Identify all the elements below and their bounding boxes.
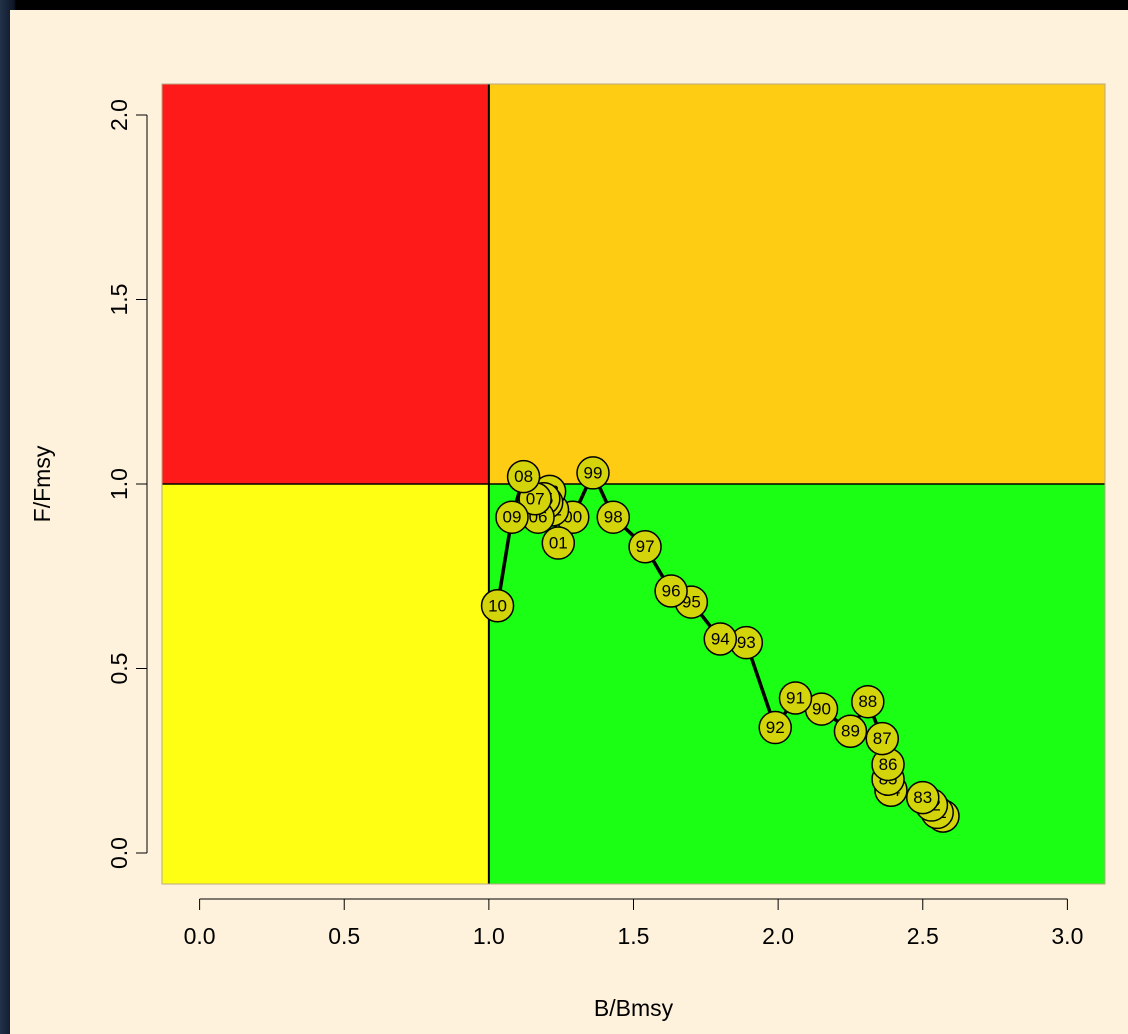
y-tick-label: 0.0 [106, 837, 132, 869]
point-marker-89 [833, 714, 868, 748]
point-marker-09 [495, 500, 529, 534]
point-label-99: 99 [584, 463, 603, 482]
point-marker-08 [506, 459, 541, 494]
x-tick-label: 3.0 [1051, 923, 1083, 949]
point-label-01: 01 [549, 534, 568, 553]
point-label-10: 10 [488, 596, 507, 615]
y-tick-label: 0.5 [106, 653, 132, 685]
x-axis-title: B/Bmsy [594, 995, 674, 1021]
point-label-86: 86 [879, 755, 898, 774]
point-label-92: 92 [766, 718, 785, 737]
x-tick-label: 2.0 [762, 923, 794, 949]
point-label-87: 87 [873, 729, 892, 748]
point-label-08: 08 [514, 467, 533, 486]
point-label-91: 91 [786, 689, 805, 708]
y-tick-label: 1.0 [106, 468, 132, 500]
kobe-chart: 0.0 0.5 1.0 1.5 2.0 2.5 3.0 0.0 0.5 1.0 1.5 2.0 B/Bm… [29, 83, 1106, 1021]
plot-frame [161, 83, 1106, 885]
plot-canvas: 0.0 0.5 1.0 1.5 2.0 2.5 3.0 0.0 0.5 1.0 1.5 2.0 B/Bm… [10, 10, 1128, 1034]
quadrant-high-biomass-high-f [488, 84, 1105, 484]
point-marker-99 [576, 456, 610, 490]
point-label-89: 89 [841, 722, 860, 741]
y-axis-title: F/Fmsy [29, 445, 55, 522]
point-label-98: 98 [604, 508, 623, 527]
x-tick-label: 2.5 [907, 923, 939, 949]
point-marker-10 [480, 589, 515, 623]
x-tick-label: 0.0 [184, 923, 216, 949]
x-tick-label: 0.5 [328, 923, 360, 949]
point-marker-87 [865, 721, 900, 756]
point-label-95: 95 [682, 593, 701, 612]
point-marker-91 [778, 681, 813, 715]
point-label-83: 83 [913, 788, 932, 807]
quadrant-low-biomass-high-f [162, 84, 489, 484]
quadrant-low-biomass-low-f [162, 484, 489, 884]
point-marker-92 [758, 710, 792, 745]
point-marker-97 [628, 529, 662, 564]
point-marker-01 [541, 526, 576, 560]
point-marker-83 [906, 780, 940, 815]
point-marker-94 [703, 622, 738, 656]
point-label-88: 88 [858, 692, 877, 711]
y-tick-label: 1.5 [106, 284, 132, 316]
y-tick-label: 2.0 [106, 99, 132, 131]
point-label-93: 93 [737, 633, 756, 652]
point-label-96: 96 [662, 582, 681, 601]
x-tick-label: 1.0 [473, 923, 505, 949]
point-label-90: 90 [812, 700, 831, 719]
point-marker-96 [654, 574, 688, 608]
point-label-07: 07 [526, 489, 545, 508]
point-label-09: 09 [503, 508, 522, 527]
point-label-97: 97 [636, 537, 655, 556]
x-tick-label: 1.5 [618, 923, 650, 949]
point-label-94: 94 [711, 629, 730, 648]
point-marker-98 [596, 500, 631, 534]
point-marker-88 [851, 684, 885, 719]
